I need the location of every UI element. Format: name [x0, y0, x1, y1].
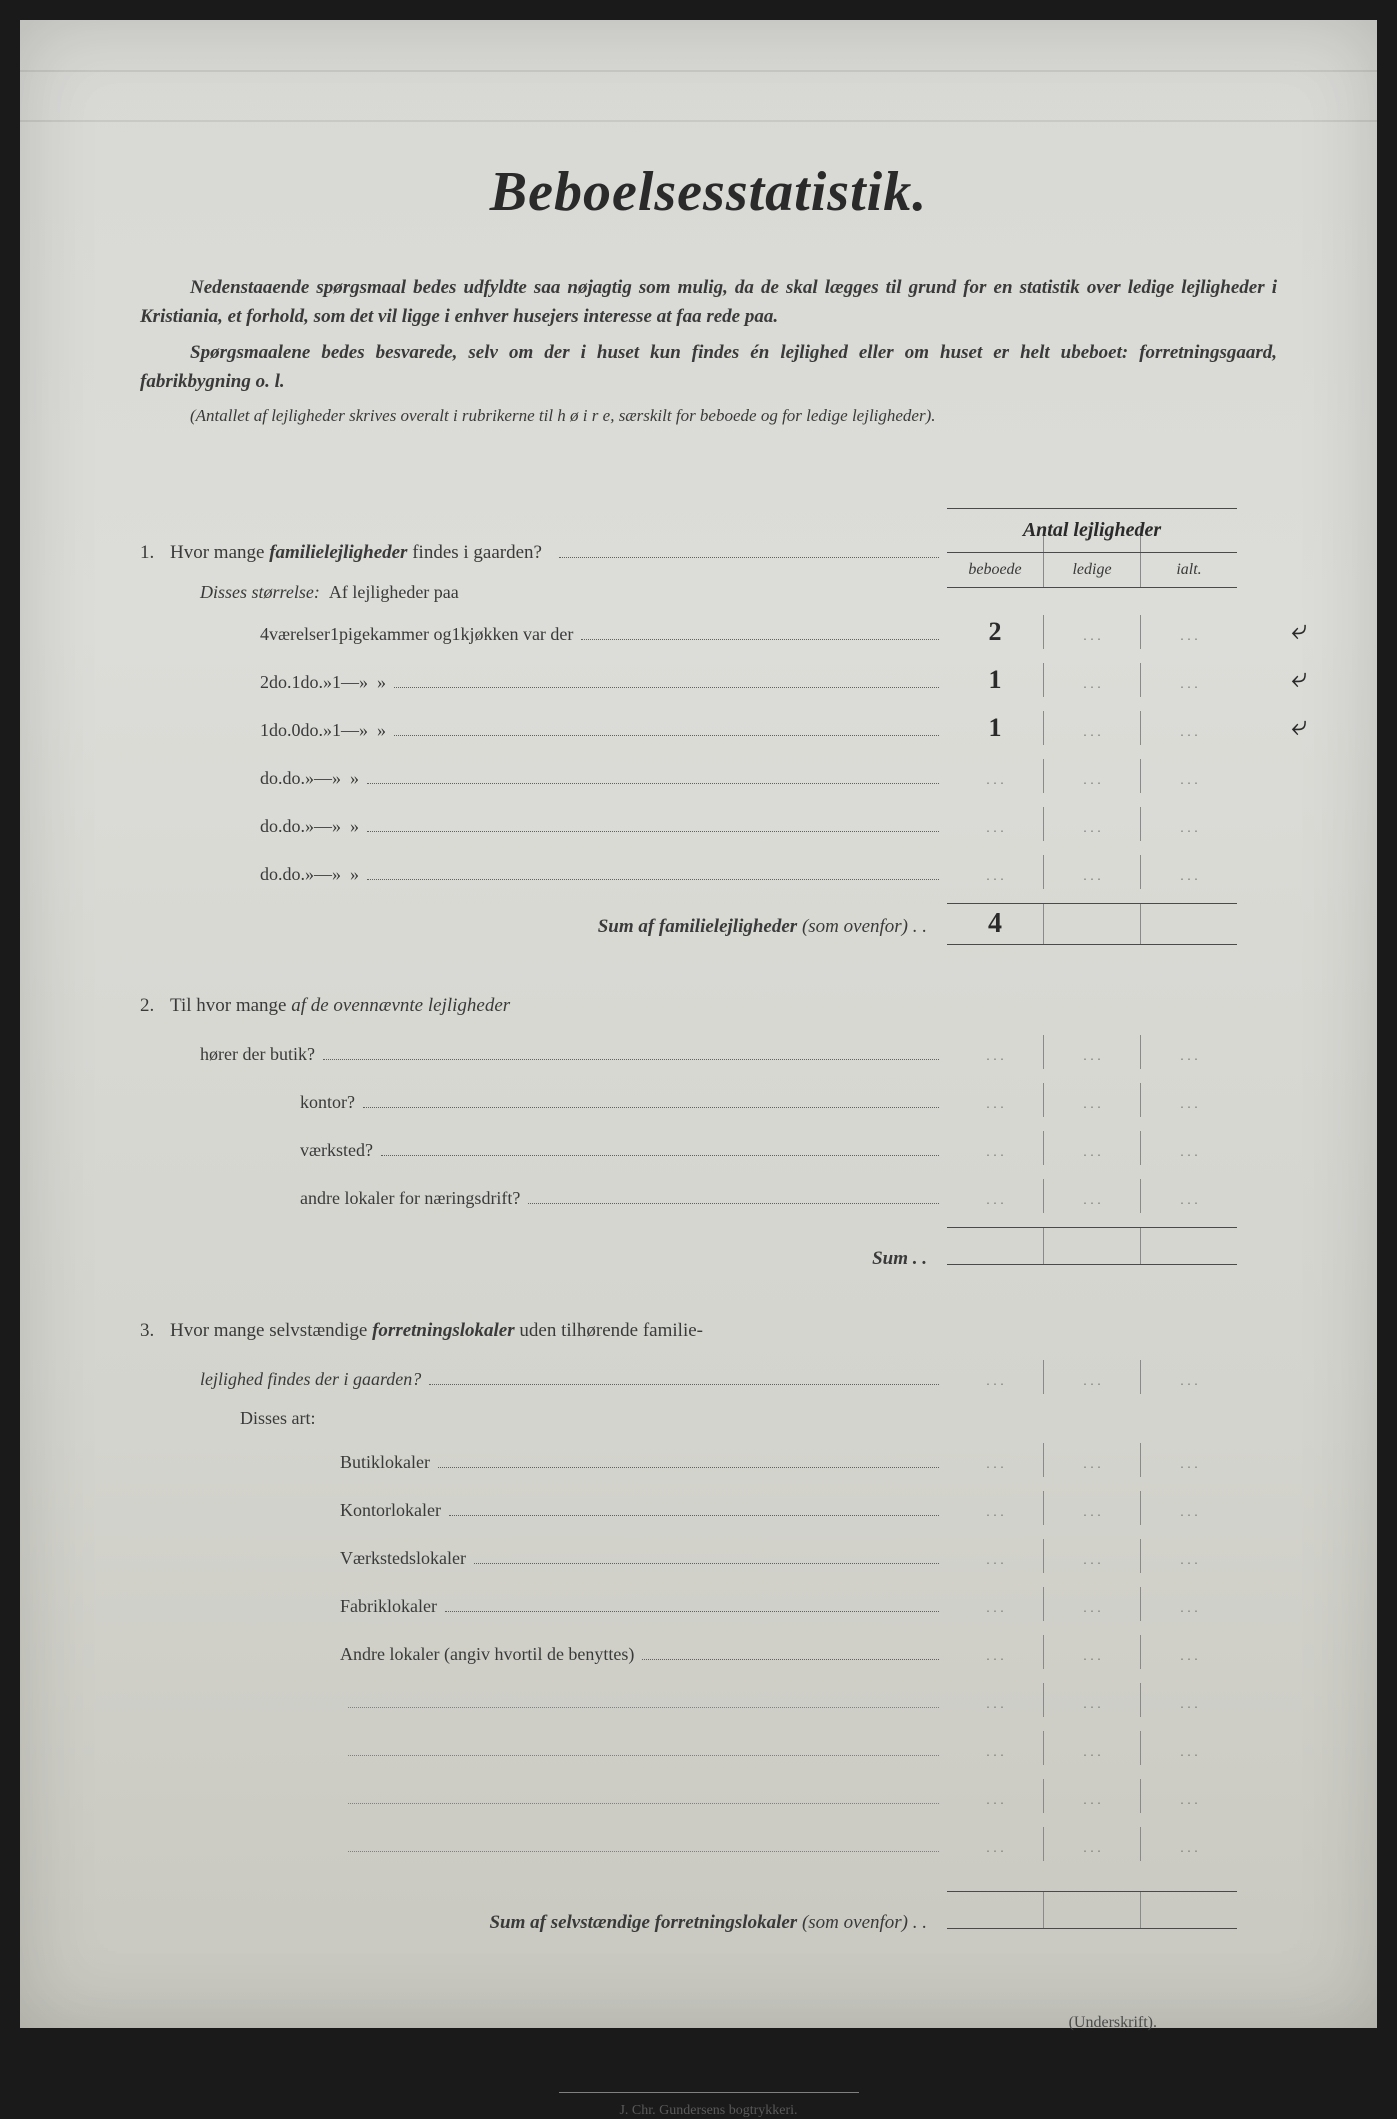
q3-item-row: Fabriklokaler	[140, 1587, 1277, 1621]
table-area: Antal lejligheder beboede ledige ialt. 1…	[140, 528, 1277, 2119]
q3-blank-row	[140, 1827, 1277, 1861]
q1-sum-row: Sum af familielejligheder (som ovenfor) …	[140, 903, 1277, 945]
q3-item-row: Butiklokaler	[140, 1443, 1277, 1477]
q3-disses: Disses art:	[140, 1408, 1277, 1429]
q3-row-1: 3. Hvor mange selvstændige forretningslo…	[140, 1320, 1277, 1342]
q1-data-row: do. do. » — » »	[140, 855, 1277, 889]
q3-sum-box	[947, 1891, 1237, 1929]
margin-mark: ⤶	[1291, 615, 1307, 647]
q3-item-row: Kontorlokaler	[140, 1491, 1277, 1525]
margin-mark: ⤶	[1291, 711, 1307, 743]
document-page: Beboelsesstatistik. Nedenstaaende spørgs…	[20, 20, 1377, 2028]
q2-sum-label: Sum . .	[200, 1248, 947, 1270]
intro-paragraph-2: Spørgsmaalene bedes besvarede, selv om d…	[140, 339, 1277, 396]
q1-sum-box: 4	[947, 903, 1237, 945]
intro-text-3: (Antallet af lejligheder skrives overalt…	[190, 406, 936, 425]
q2-item-row: kontor?	[140, 1083, 1277, 1117]
col-ialt: ialt.	[1141, 553, 1237, 587]
question-3: 3. Hvor mange selvstændige forretningslo…	[140, 1320, 1277, 1934]
q2-item-row: andre lokaler for næringsdrift?	[140, 1179, 1277, 1213]
question-1: 1. Hvor mange familielejligheder findes …	[140, 528, 1277, 945]
signature-label: (Underskrift).	[140, 2014, 1157, 2032]
q3-text: Hvor mange selvstændige forretningslokal…	[170, 1320, 1277, 1342]
q1-sum-label: Sum af familielejligheder (som ovenfor) …	[200, 916, 947, 938]
header-title: Antal lejligheder	[947, 509, 1237, 553]
q3-row-2: lejlighed findes der i gaarden?	[140, 1360, 1277, 1394]
document-title: Beboelsesstatistik.	[140, 160, 1277, 224]
q2-butik: hører der butik?	[140, 1035, 1277, 1069]
dots	[559, 544, 940, 558]
printer-credit: J. Chr. Gundersens bogtrykkeri.	[559, 2092, 859, 2119]
q1-data-row: 2 do. 1 do. » 1 — » » 1 ⤶	[140, 663, 1277, 697]
q3-blank-row	[140, 1731, 1277, 1765]
q3-sum-row: Sum af selvstændige forretningslokaler (…	[140, 1891, 1277, 1934]
col-ledige: ledige	[1044, 553, 1141, 587]
header-columns: beboede ledige ialt.	[947, 553, 1237, 587]
intro-paragraph-1: Nedenstaaende spørgsmaal bedes udfyldte …	[140, 274, 1277, 331]
q2-number: 2.	[140, 995, 170, 1017]
q2-row: 2. Til hvor mange af de ovennævnte lejli…	[140, 995, 1277, 1017]
q3-item-row: Værkstedslokaler	[140, 1539, 1277, 1573]
q1-number: 1.	[140, 542, 170, 564]
q1-data-row: do. do. » — » »	[140, 807, 1277, 841]
q2-item-row: værksted?	[140, 1131, 1277, 1165]
q3-number: 3.	[140, 1320, 170, 1342]
q2-text: Til hvor mange af de ovennævnte lejlighe…	[170, 995, 1277, 1017]
q3-blank-row	[140, 1779, 1277, 1813]
intro-text-2: Spørgsmaalene bedes besvarede, selv om d…	[140, 342, 1277, 392]
q1-sum-val: 4	[947, 904, 1043, 944]
q1-text: Hvor mange familielejligheder findes i g…	[170, 542, 551, 564]
q1-data-row: 1 do. 0 do. » 1 — » » 1 ⤶	[140, 711, 1277, 745]
q3-blank-row	[140, 1683, 1277, 1717]
question-2: 2. Til hvor mange af de ovennævnte lejli…	[140, 995, 1277, 1270]
margin-mark: ⤶	[1291, 663, 1307, 695]
intro-text-1: Nedenstaaende spørgsmaal bedes udfyldte …	[140, 277, 1277, 327]
q3-item-row: Andre lokaler (angiv hvortil de benyttes…	[140, 1635, 1277, 1669]
intro-paragraph-3: (Antallet af lejligheder skrives overalt…	[140, 404, 1277, 428]
q1-data-row: do. do. » — » »	[140, 759, 1277, 793]
q3-sum-label: Sum af selvstændige forretningslokaler (…	[200, 1912, 947, 1934]
q2-sum-row: Sum . .	[140, 1227, 1277, 1270]
q2-sum-box	[947, 1227, 1237, 1265]
column-header-box: Antal lejligheder beboede ledige ialt.	[947, 508, 1237, 588]
q1-data-row: 4 værelser 1 pigekammer og 1 kjøkken var…	[140, 615, 1277, 649]
col-beboede: beboede	[947, 553, 1044, 587]
